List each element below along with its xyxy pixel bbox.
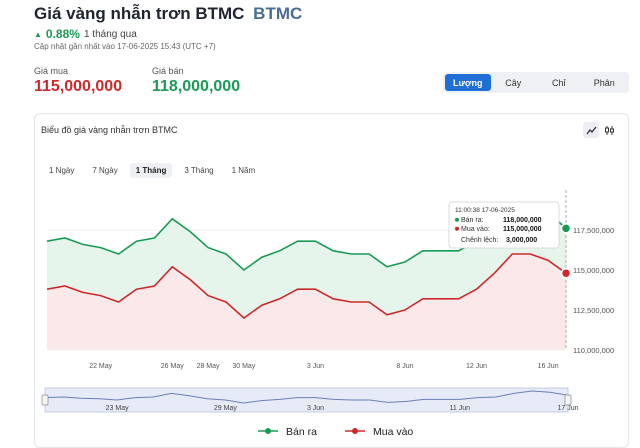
sell-price-label: Giá bán bbox=[152, 66, 184, 76]
chart-card: Biểu đồ giá vàng nhẫn trơn BTMC 1 Ngày 7… bbox=[34, 113, 629, 448]
candlestick-icon[interactable] bbox=[601, 122, 617, 138]
line-chart-icon[interactable] bbox=[583, 122, 599, 138]
unit-tab-chi[interactable]: Chỉ bbox=[551, 77, 566, 88]
range-3-months[interactable]: 3 Tháng bbox=[184, 166, 214, 175]
change-percent: 0.88% bbox=[45, 27, 80, 41]
buy-price-block: Giá mua 115,000,000 bbox=[34, 66, 122, 96]
unit-tab-luong[interactable]: Lượng bbox=[445, 74, 491, 91]
unit-selector: Lượng Cây Chỉ Phân bbox=[443, 72, 629, 93]
sell-price-value: 118,000,000 bbox=[152, 78, 241, 95]
ticker-code: BTMC bbox=[253, 4, 303, 23]
change-period: 1 tháng qua bbox=[83, 28, 137, 40]
up-arrow-icon: ▲ bbox=[34, 29, 42, 39]
unit-tab-cay[interactable]: Cây bbox=[505, 77, 522, 88]
last-updated: Cập nhật gần nhất vào 17-06-2025 15:43 (… bbox=[34, 42, 216, 51]
range-selector: 1 Ngày 7 Ngày 1 Tháng 3 Tháng 1 Năm bbox=[43, 163, 261, 178]
buy-price-value: 115,000,000 bbox=[34, 78, 123, 95]
range-1-day[interactable]: 1 Ngày bbox=[49, 166, 75, 175]
title-text: Giá vàng nhẫn trơn BTMC bbox=[34, 4, 245, 23]
range-1-year[interactable]: 1 Năm bbox=[231, 166, 256, 175]
change-row: ▲ 0.88% 1 tháng qua bbox=[34, 27, 137, 41]
range-7-days[interactable]: 7 Ngày bbox=[92, 166, 118, 175]
buy-price-label: Giá mua bbox=[34, 66, 69, 76]
range-1-month[interactable]: 1 Tháng bbox=[129, 163, 173, 178]
sell-price-block: Giá bán 118,000,000 bbox=[152, 66, 240, 96]
page-title: Giá vàng nhẫn trơn BTMC BTMC bbox=[34, 4, 302, 24]
unit-tab-phan[interactable]: Phân bbox=[593, 77, 615, 88]
chart-card-title: Biểu đồ giá vàng nhẫn trơn BTMC bbox=[41, 125, 178, 135]
